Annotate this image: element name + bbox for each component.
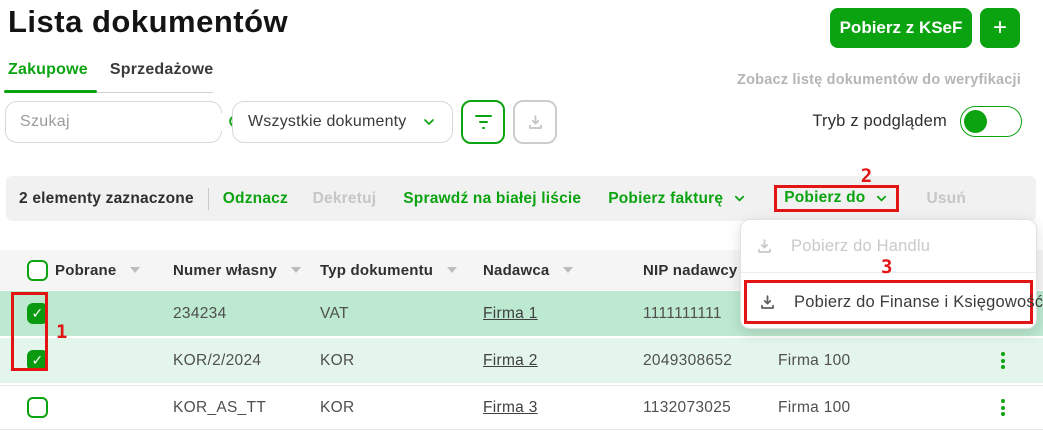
- select-all-checkbox[interactable]: [27, 259, 48, 281]
- preview-mode-control: Tryb z podglądem: [812, 106, 1022, 137]
- action-whitelist-check[interactable]: Sprawdź na białej liście: [403, 189, 582, 207]
- filter-icon: [474, 114, 492, 130]
- column-label: Numer własny: [173, 261, 278, 279]
- annotation-label-1: 1: [56, 321, 68, 343]
- sort-icon[interactable]: [291, 267, 302, 273]
- chevron-down-icon: [421, 114, 437, 130]
- cell-typ: VAT: [320, 304, 349, 322]
- export-button[interactable]: [513, 100, 557, 144]
- search-input[interactable]: [20, 113, 227, 131]
- action-download-to[interactable]: Pobierz do: [784, 189, 889, 207]
- preview-mode-toggle[interactable]: [960, 106, 1022, 137]
- menu-item-label: Pobierz do Handlu: [791, 236, 931, 255]
- sender-link[interactable]: Firma 1: [483, 304, 538, 322]
- sort-icon[interactable]: [563, 267, 574, 273]
- download-from-ksef-button[interactable]: Pobierz z KSeF: [830, 8, 972, 48]
- tab-zakupowe[interactable]: Zakupowe: [8, 61, 88, 78]
- selection-summary: 2 elementy zaznaczone Odznacz: [19, 187, 288, 210]
- cell-odbiorca: Firma 100: [778, 398, 851, 416]
- row-menu-icon[interactable]: [997, 348, 1009, 373]
- column-header-nadawca: Nadawca: [483, 262, 643, 279]
- cell-nip: 2049308652: [643, 351, 733, 369]
- cell-typ: KOR: [320, 351, 355, 369]
- search-box: [5, 101, 245, 143]
- cell-nip: 1111111111: [643, 304, 722, 322]
- download-icon: [758, 293, 777, 312]
- row-checkbox[interactable]: [27, 397, 48, 418]
- selected-count: 2 elementy zaznaczone: [19, 189, 194, 207]
- column-header-pobrane: Pobrane: [55, 262, 173, 279]
- cell-odbiorca: Firma 100: [778, 351, 851, 369]
- chevron-down-icon: [732, 191, 747, 206]
- cell-typ: KOR: [320, 398, 355, 416]
- download-icon: [526, 113, 545, 132]
- column-label: Pobrane: [55, 261, 117, 279]
- chevron-down-icon: [874, 191, 889, 206]
- bulk-actions: Dekretuj Sprawdź na białej liście Pobier…: [312, 165, 966, 212]
- action-dekretuj[interactable]: Dekretuj: [312, 189, 377, 207]
- page-title: Lista dokumentów: [8, 4, 289, 39]
- menu-item-pobierz-do-finanse[interactable]: Pobierz do Finanse i Księgowość: [744, 280, 1043, 324]
- row-menu-icon[interactable]: [997, 395, 1009, 420]
- table-row[interactable]: KOR/2/2024 KOR Firma 2 2049308652 Firma …: [0, 338, 1043, 383]
- annotation-box-3-wrap: 3 Pobierz do Finanse i Księgowość: [741, 256, 1043, 328]
- document-type-value: Wszystkie dokumenty: [248, 113, 407, 130]
- toggle-knob: [964, 109, 987, 133]
- column-label: Nadawca: [483, 261, 550, 279]
- menu-item-label: Pobierz do Finanse i Księgowość: [794, 292, 1043, 311]
- document-tabs: Zakupowe Sprzedażowe: [8, 61, 213, 79]
- column-header-nip: NIP nadawcy: [643, 262, 778, 279]
- action-download-invoice-label: Pobierz fakturę: [608, 189, 724, 207]
- sort-icon[interactable]: [447, 267, 458, 273]
- sender-link[interactable]: Firma 2: [483, 351, 538, 369]
- download-icon: [755, 237, 774, 256]
- annotation-label-2: 2: [860, 165, 873, 187]
- verification-list-link[interactable]: Zobacz listę dokumentów do weryfikacji: [737, 72, 1021, 88]
- table-row[interactable]: KOR_AS_TT KOR Firma 3 1132073025 Firma 1…: [0, 385, 1043, 430]
- selection-action-bar: 2 elementy zaznaczone Odznacz Dekretuj S…: [6, 165, 1036, 221]
- tabs-baseline: [97, 92, 213, 93]
- cell-numer: KOR_AS_TT: [173, 398, 267, 416]
- tab-sprzedazowe[interactable]: Sprzedażowe: [109, 61, 214, 78]
- cell-numer: 234234: [173, 304, 227, 322]
- action-download-to-label: Pobierz do: [784, 189, 866, 206]
- annotation-box-1: [11, 292, 48, 371]
- menu-item-pobierz-do-handlu[interactable]: Pobierz do Handlu: [741, 220, 1036, 272]
- column-header-typ: Typ dokumentu: [320, 262, 483, 279]
- download-to-dropdown-menu: Pobierz do Handlu 3 Pobierz do Finanse i…: [740, 219, 1043, 329]
- column-label: NIP nadawcy: [643, 261, 738, 279]
- menu-divider: [741, 272, 1036, 273]
- deselect-link[interactable]: Odznacz: [222, 189, 288, 207]
- annotation-box-2: 2 Pobierz do: [774, 165, 900, 212]
- cell-nip: 1132073025: [643, 398, 732, 416]
- annotation-label-3: 3: [881, 256, 893, 278]
- preview-mode-label: Tryb z podglądem: [812, 112, 947, 130]
- column-label: Typ dokumentu: [320, 261, 434, 279]
- cell-numer: KOR/2/2024: [173, 351, 262, 369]
- action-download-invoice[interactable]: Pobierz fakturę: [608, 190, 747, 208]
- sender-link[interactable]: Firma 3: [483, 398, 538, 416]
- filter-button[interactable]: [461, 100, 505, 144]
- sort-icon[interactable]: [130, 267, 141, 273]
- add-document-button[interactable]: +: [980, 8, 1020, 48]
- document-type-select[interactable]: Wszystkie dokumenty: [232, 101, 453, 143]
- column-header-numer: Numer własny: [173, 262, 320, 279]
- active-tab-underline: [4, 90, 97, 93]
- divider: [207, 187, 209, 210]
- action-delete[interactable]: Usuń: [926, 189, 966, 207]
